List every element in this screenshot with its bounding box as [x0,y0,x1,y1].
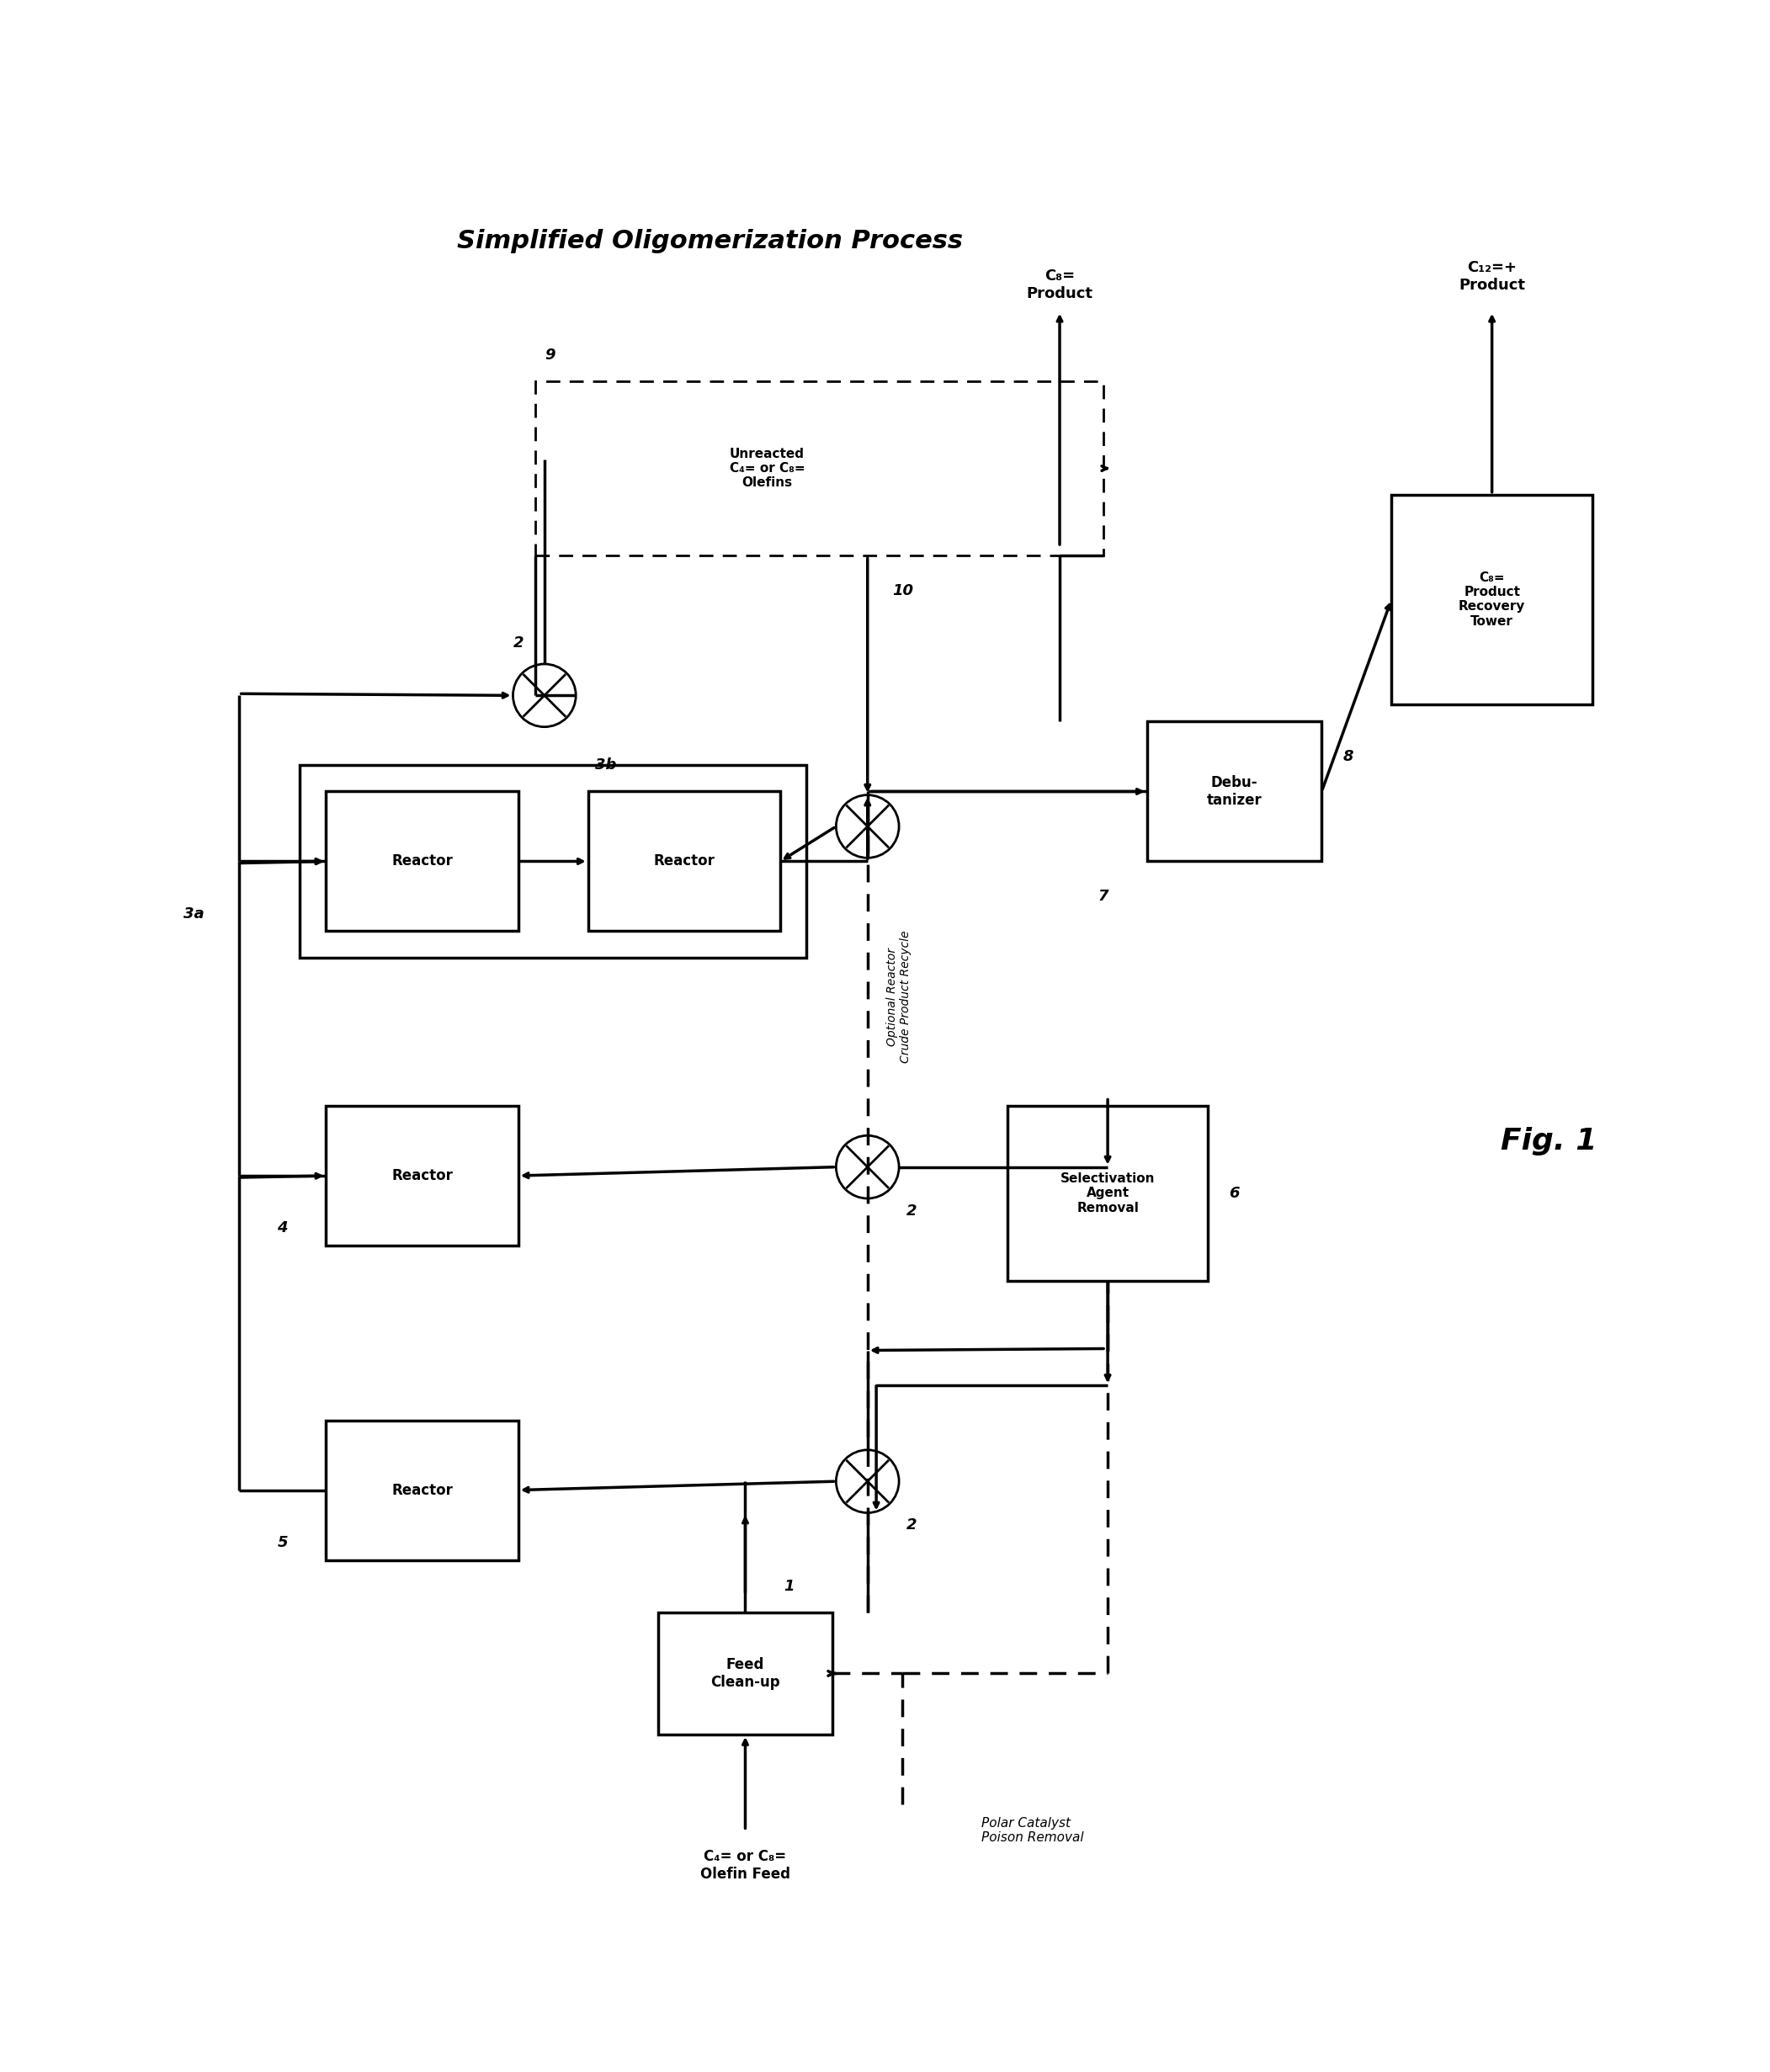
Text: 1: 1 [784,1579,795,1593]
Text: Fig. 1: Fig. 1 [1501,1127,1597,1154]
Text: 4: 4 [278,1220,289,1235]
Text: Reactor: Reactor [391,854,453,868]
Bar [299,765,807,957]
Text: Unreacted
C₄= or C₈=
Olefins: Unreacted C₄= or C₈= Olefins [729,448,805,489]
Bar [536,381,1103,555]
Bar [326,1419,519,1560]
Text: 2: 2 [513,636,524,651]
Text: Reactor: Reactor [391,1169,453,1183]
Bar [326,1106,519,1245]
Text: 3b: 3b [595,758,616,773]
Bar [588,792,781,930]
Text: C₈=
Product: C₈= Product [1027,269,1092,300]
Text: 10: 10 [892,582,913,599]
Text: C₁₂=+
Product: C₁₂=+ Product [1458,259,1526,292]
Text: Optional Reactor
Crude Product Recycle: Optional Reactor Crude Product Recycle [887,930,912,1063]
Text: Selectivation
Agent
Removal: Selectivation Agent Removal [1060,1173,1156,1214]
Text: 7: 7 [1097,889,1108,903]
Text: Reactor: Reactor [391,1481,453,1498]
Text: 2: 2 [906,1204,917,1218]
Text: 5: 5 [278,1535,289,1550]
Text: 6: 6 [1228,1185,1239,1202]
Bar [658,1612,832,1734]
Text: 2: 2 [906,1517,917,1533]
Text: C₈=
Product
Recovery
Tower: C₈= Product Recovery Tower [1458,572,1526,628]
Text: Reactor: Reactor [653,854,715,868]
Text: 3a: 3a [182,905,204,922]
Text: 8: 8 [1343,748,1352,765]
Bar [326,792,519,930]
Text: Debu-
tanizer: Debu- tanizer [1207,775,1262,808]
Bar [1391,495,1593,704]
Text: Polar Catalyst
Poison Removal: Polar Catalyst Poison Removal [981,1817,1083,1844]
Text: Simplified Oligomerization Process: Simplified Oligomerization Process [457,230,963,253]
Bar [1147,721,1322,862]
Text: Feed
Clean-up: Feed Clean-up [710,1658,781,1691]
Text: 9: 9 [545,348,556,363]
Bar [1007,1106,1209,1280]
Text: C₄= or C₈=
Olefin Feed: C₄= or C₈= Olefin Feed [701,1848,789,1881]
